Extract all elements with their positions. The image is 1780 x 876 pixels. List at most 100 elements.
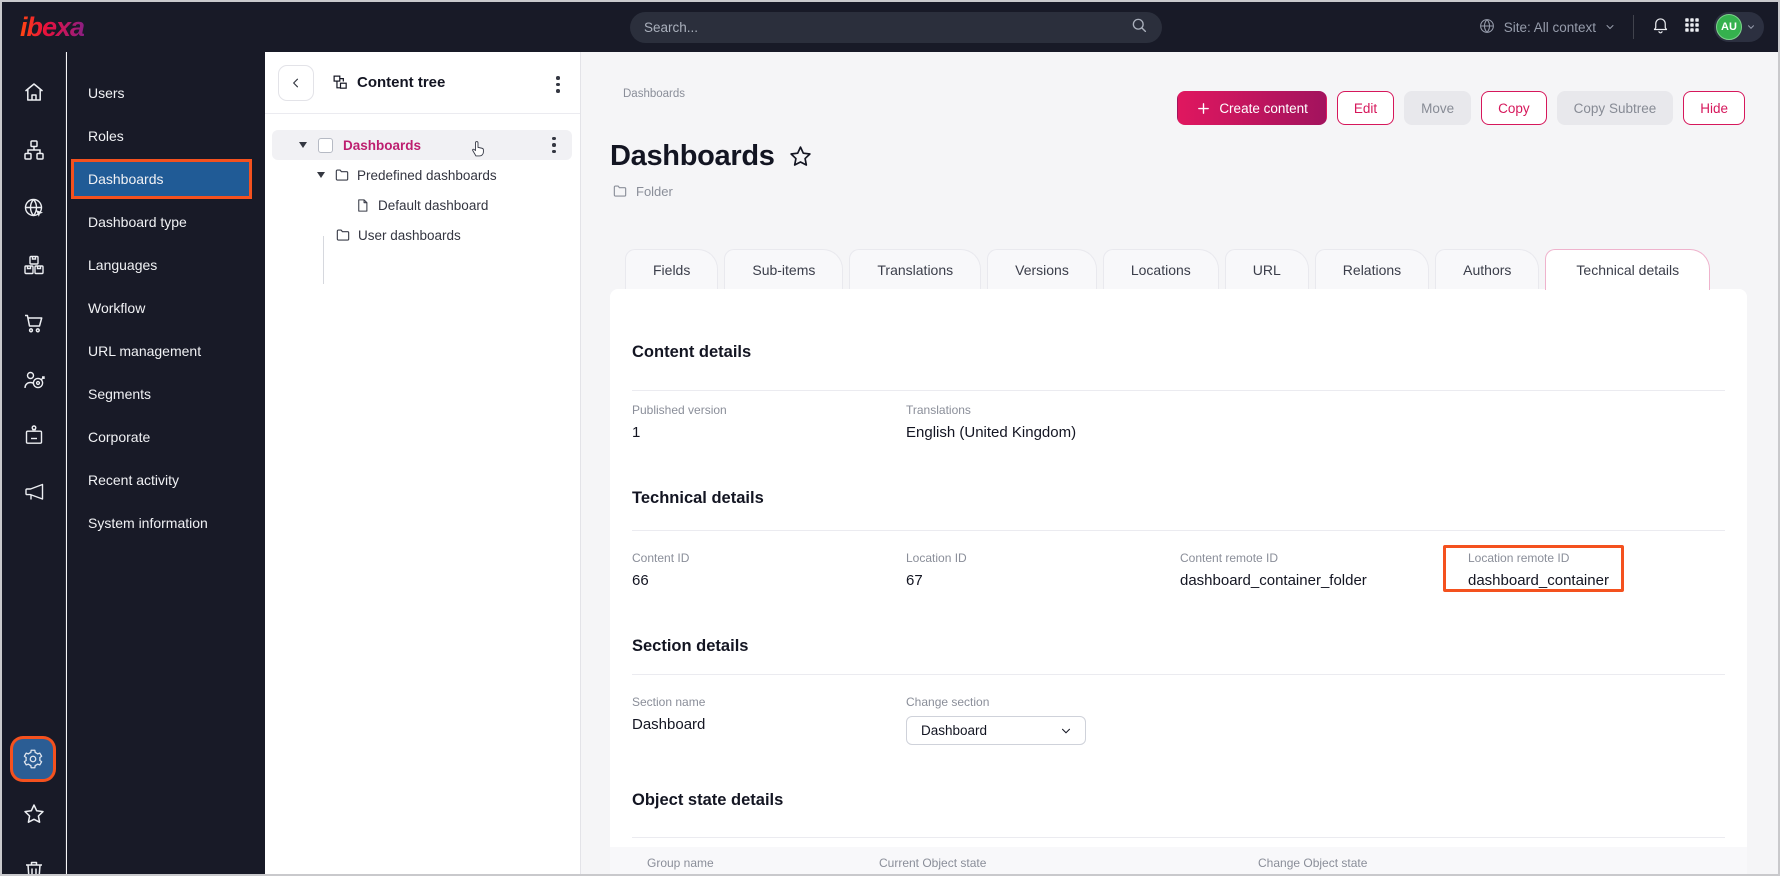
app-switcher-grid-icon[interactable] — [1683, 16, 1701, 39]
site-context-selector[interactable]: Site: All context — [1478, 17, 1616, 38]
notifications-bell-icon[interactable] — [1651, 15, 1670, 39]
id-badge-icon[interactable] — [22, 423, 46, 447]
tab-translations[interactable]: Translations — [849, 249, 982, 289]
tree-node-dashboards[interactable]: Dashboards — [272, 130, 572, 160]
tree-node-label[interactable]: Predefined dashboards — [357, 167, 497, 183]
object-state-details-heading: Object state details — [632, 791, 784, 809]
nav-item-users[interactable]: Users — [88, 84, 125, 101]
content-tree-body: Dashboards Predefined dashboards Default… — [265, 114, 580, 284]
field-section-name: Section name Dashboard — [632, 695, 706, 733]
nav-item-languages[interactable]: Languages — [88, 256, 158, 273]
field-content-id: Content ID 66 — [632, 551, 690, 589]
folder-icon — [335, 169, 349, 181]
top-bar: ibexa Site: All context A — [2, 2, 1778, 52]
tree-node-label[interactable]: Default dashboard — [378, 197, 489, 213]
action-buttons: Create content Edit Move Copy Copy Subtr… — [1177, 91, 1745, 125]
tab-versions[interactable]: Versions — [987, 249, 1097, 289]
tree-node-predefined-dashboards[interactable]: Predefined dashboards — [265, 160, 580, 190]
change-section-select[interactable]: Dashboard — [906, 716, 1086, 745]
tab-bar: Fields Sub-items Translations Versions L… — [625, 249, 1711, 290]
create-content-button[interactable]: Create content — [1177, 91, 1327, 125]
nav-item-corporate[interactable]: Corporate — [88, 428, 151, 445]
bookmarks-star-icon[interactable] — [22, 802, 46, 826]
tab-authors[interactable]: Authors — [1435, 249, 1540, 289]
collapse-tree-button[interactable] — [278, 65, 314, 101]
search-input[interactable] — [644, 20, 1130, 35]
icon-rail — [2, 52, 66, 874]
settings-gear-icon[interactable] — [13, 739, 53, 779]
divider — [632, 530, 1725, 531]
ibexa-logo[interactable]: ibexa — [20, 12, 85, 42]
tab-locations[interactable]: Locations — [1102, 249, 1219, 289]
tree-options-kebab-icon[interactable] — [550, 76, 566, 93]
edit-button[interactable]: Edit — [1336, 91, 1395, 125]
product-catalog-icon[interactable] — [22, 253, 46, 277]
tree-node-user-dashboards[interactable]: User dashboards — [265, 220, 580, 250]
content-tree-panel: Content tree Dashboards Predefined dashb… — [265, 52, 581, 874]
tab-technical-details[interactable]: Technical details — [1545, 249, 1711, 290]
field-change-section: Change section Dashboard — [906, 695, 1180, 745]
nav-item-segments[interactable]: Segments — [88, 385, 152, 402]
content-tree-icon — [333, 75, 347, 89]
tab-sub-items[interactable]: Sub-items — [724, 249, 844, 289]
field-published-version: Published version 1 — [632, 403, 727, 441]
tree-node-label[interactable]: Dashboards — [343, 137, 422, 153]
tab-relations[interactable]: Relations — [1314, 249, 1430, 289]
promotions-megaphone-icon[interactable] — [22, 480, 46, 504]
content-details-fields: Published version 1 Translations English… — [632, 403, 1725, 441]
home-icon[interactable] — [22, 80, 46, 104]
hide-button[interactable]: Hide — [1683, 91, 1745, 125]
tree-indent-guide — [323, 236, 324, 284]
nav-item-dashboard-type[interactable]: Dashboard type — [88, 213, 187, 230]
nav-item-roles[interactable]: Roles — [88, 127, 124, 144]
web-globe-icon[interactable] — [22, 196, 46, 220]
breadcrumb[interactable]: Dashboards — [623, 88, 686, 100]
content-tree-header: Content tree — [265, 52, 580, 114]
section-details-heading: Section details — [632, 637, 749, 655]
bookmark-star-icon[interactable] — [788, 144, 813, 169]
content-type-label: Folder — [636, 183, 673, 199]
move-button[interactable]: Move — [1404, 91, 1472, 125]
settings-nav-menu: Users Roles Dashboards Dashboard type La… — [67, 52, 265, 874]
tab-fields[interactable]: Fields — [625, 249, 719, 289]
tree-node-default-dashboard[interactable]: Default dashboard — [265, 190, 580, 220]
user-menu[interactable]: AU — [1714, 12, 1764, 42]
file-icon — [358, 198, 368, 212]
folder-icon — [336, 229, 350, 241]
global-search[interactable] — [630, 12, 1162, 43]
technical-details-panel: Content details Published version 1 Tran… — [610, 289, 1747, 874]
chevron-down-icon — [1606, 25, 1614, 30]
field-content-remote-id: Content remote ID dashboard_container_fo… — [1180, 551, 1367, 589]
nav-item-system-information[interactable]: System information — [88, 514, 208, 531]
chevron-left-icon — [293, 78, 299, 88]
search-icon[interactable] — [1130, 16, 1148, 39]
object-state-header-row: Group name Current Object state Change O… — [610, 847, 1747, 874]
divider — [632, 837, 1725, 838]
field-translations: Translations English (United Kingdom) — [906, 403, 1077, 441]
column-group-name: Group name — [647, 856, 714, 870]
tab-url[interactable]: URL — [1224, 249, 1309, 289]
copy-button[interactable]: Copy — [1481, 91, 1547, 125]
plus-icon — [1198, 102, 1210, 114]
pointer-cursor-icon — [472, 141, 484, 157]
avatar: AU — [1716, 14, 1742, 40]
caret-down-icon[interactable] — [317, 172, 325, 178]
nav-item-recent-activity[interactable]: Recent activity — [88, 471, 180, 488]
nav-item-url-management[interactable]: URL management — [88, 342, 202, 359]
personalization-target-icon[interactable] — [22, 368, 46, 392]
site-structure-icon[interactable] — [22, 138, 46, 162]
content-tree-title: Content tree — [357, 74, 446, 91]
tree-node-checkbox[interactable] — [318, 137, 333, 153]
folder-icon — [613, 185, 627, 197]
nav-item-workflow[interactable]: Workflow — [88, 299, 146, 316]
caret-down-icon[interactable] — [299, 142, 307, 148]
tree-node-label[interactable]: User dashboards — [358, 227, 461, 243]
nav-item-dashboards[interactable]: Dashboards — [74, 161, 249, 196]
field-location-id: Location ID 67 — [906, 551, 967, 589]
topbar-right-cluster: Site: All context AU — [1478, 2, 1764, 52]
site-context-label: Site: All context — [1503, 19, 1596, 35]
tree-node-kebab-icon[interactable] — [546, 136, 562, 154]
copy-subtree-button[interactable]: Copy Subtree — [1556, 91, 1674, 125]
trash-icon[interactable] — [22, 858, 46, 874]
commerce-cart-icon[interactable] — [22, 311, 46, 335]
